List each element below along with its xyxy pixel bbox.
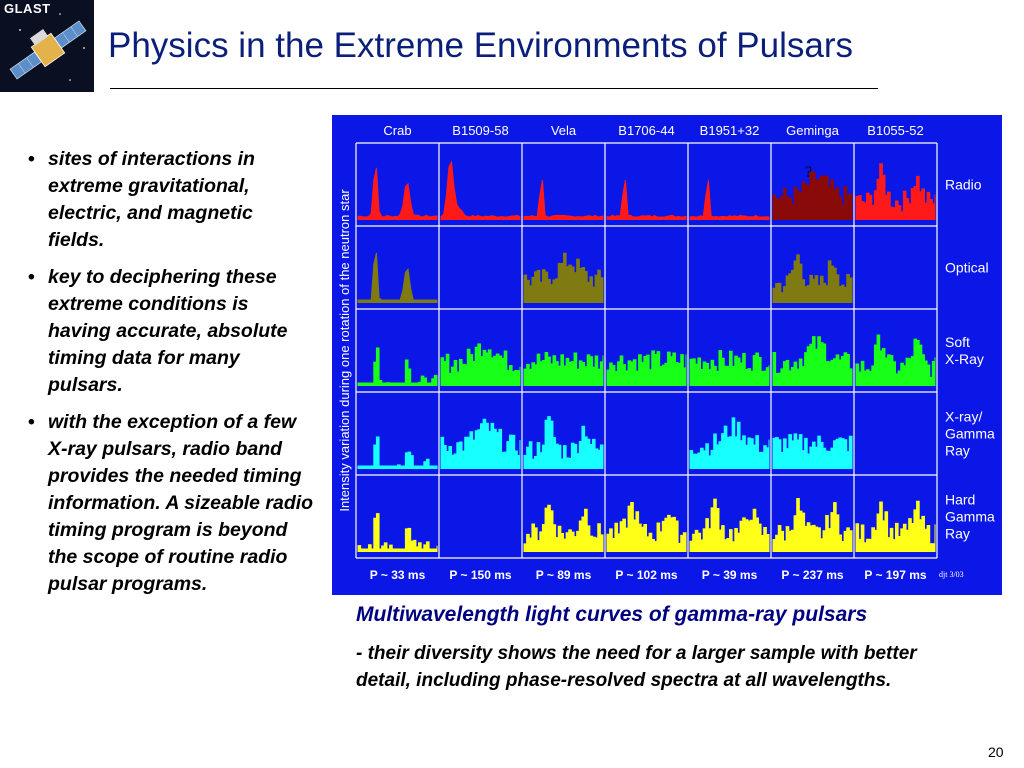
- bullet-item: • key to deciphering these extreme condit…: [28, 264, 314, 399]
- bullet-dot-icon: •: [28, 148, 35, 170]
- light-curve-geminga-band-4: [772, 497, 853, 552]
- pulsar-name-label: B1509-58: [452, 123, 508, 138]
- bullet-dot-icon: •: [28, 411, 35, 433]
- pulsar-name-label: B1951+32: [700, 123, 760, 138]
- light-curve-vela-band-0: [523, 179, 604, 220]
- light-curve-b1509-58-band-0: [440, 160, 521, 220]
- light-curve-b1509-58-band-2: [440, 343, 521, 386]
- band-label: X-ray/: [945, 409, 982, 425]
- satellite-icon: [9, 13, 87, 81]
- pulse-period-label: P ~ 237 ms: [781, 568, 843, 582]
- bullet-text: with the exception of a few X-ray pulsar…: [48, 411, 314, 595]
- light-curve-b1951+32-band-4: [689, 498, 770, 552]
- light-curve-b1509-58-band-3: [440, 418, 521, 469]
- light-curve-vela-band-4: [523, 504, 604, 552]
- light-curve-vela-band-3: [523, 416, 604, 469]
- light-curve-b1055-52-band-0: [855, 163, 936, 220]
- page-number: 20: [988, 744, 1004, 760]
- logo-text: GLAST: [4, 1, 51, 16]
- pulsar-name-label: Vela: [551, 123, 577, 138]
- pulse-period-label: P ~ 197 ms: [864, 568, 926, 582]
- light-curve-b1055-52-band-4: [855, 500, 936, 552]
- light-curve-vela-band-2: [523, 351, 604, 386]
- pulse-period-label: P ~ 89 ms: [536, 568, 592, 582]
- light-curve-crab-band-1: [357, 252, 438, 303]
- light-curve-crab-band-2: [357, 347, 438, 386]
- pulsar-name-label: B1055-52: [867, 123, 923, 138]
- light-curve-geminga-band-0: [772, 171, 853, 220]
- band-label: Optical: [945, 260, 989, 276]
- pulsar-name-label: B1706-44: [618, 123, 674, 138]
- light-curve-b1706-44-band-0: [606, 179, 687, 220]
- light-curve-b1951+32-band-0: [689, 180, 770, 220]
- light-curve-crab-band-4: [357, 513, 438, 552]
- light-curve-geminga-band-1: [772, 254, 853, 303]
- light-curve-figure: Crab B1509-58 Vela B1706-44 B1951+32 Geminga B…: [332, 115, 1002, 600]
- glast-logo: GLAST: [0, 0, 94, 92]
- slide-title: Physics in the Extreme Environments of P…: [108, 26, 854, 65]
- light-curve-vela-band-1: [523, 252, 604, 303]
- figure-caption-title: Multiwavelength light curves of gamma-ra…: [356, 603, 868, 626]
- light-curve-geminga-band-3: [772, 433, 853, 469]
- light-curve-b1951+32-band-2: [689, 350, 770, 386]
- light-curve-b1706-44-band-2: [606, 350, 687, 386]
- geminga-radio-question-mark: ?: [805, 164, 812, 181]
- figure-credit: djt 3/03: [939, 570, 964, 579]
- pulsar-name-label: Geminga: [786, 123, 840, 138]
- bullet-item: • with the exception of a few X-ray pulsa…: [28, 409, 314, 598]
- bullet-text: sites of interactions in extreme gravita…: [48, 148, 255, 251]
- band-label: Soft: [945, 334, 970, 350]
- pulse-period-label: P ~ 150 ms: [449, 568, 511, 582]
- band-label: Gamma: [945, 509, 995, 525]
- light-curve-crab-band-3: [357, 436, 438, 469]
- bullet-item: • sites of interactions in extreme gravit…: [28, 146, 314, 254]
- light-curve-crab-band-0: [357, 167, 438, 220]
- pulse-period-label: P ~ 39 ms: [702, 568, 758, 582]
- bullet-dot-icon: •: [28, 266, 35, 288]
- band-label: Radio: [945, 177, 982, 193]
- light-curve-b1055-52-band-2: [855, 334, 936, 386]
- band-label: Gamma: [945, 426, 995, 442]
- figure-caption-body: - their diversity shows the need for a l…: [356, 643, 917, 691]
- band-label: Ray: [945, 526, 970, 542]
- light-curve-geminga-band-2: [772, 336, 853, 386]
- y-axis-label: Intensity variation during one rotation …: [337, 189, 352, 512]
- bullet-text: key to deciphering these extreme conditi…: [48, 266, 288, 396]
- pulse-period-label: P ~ 102 ms: [615, 568, 677, 582]
- light-curve-b1706-44-band-4: [606, 502, 687, 552]
- light-curve-grid: Crab B1509-58 Vela B1706-44 B1951+32 Geminga B…: [332, 115, 1002, 595]
- band-label: X-Ray: [945, 351, 984, 367]
- title-divider: [110, 88, 878, 89]
- bullet-list: • sites of interactions in extreme gravit…: [28, 146, 314, 608]
- pulsar-name-label: Crab: [383, 123, 411, 138]
- pulse-period-label: P ~ 33 ms: [370, 568, 426, 582]
- band-label: Hard: [945, 492, 975, 508]
- light-curve-b1951+32-band-3: [689, 417, 770, 469]
- band-label: Ray: [945, 443, 970, 459]
